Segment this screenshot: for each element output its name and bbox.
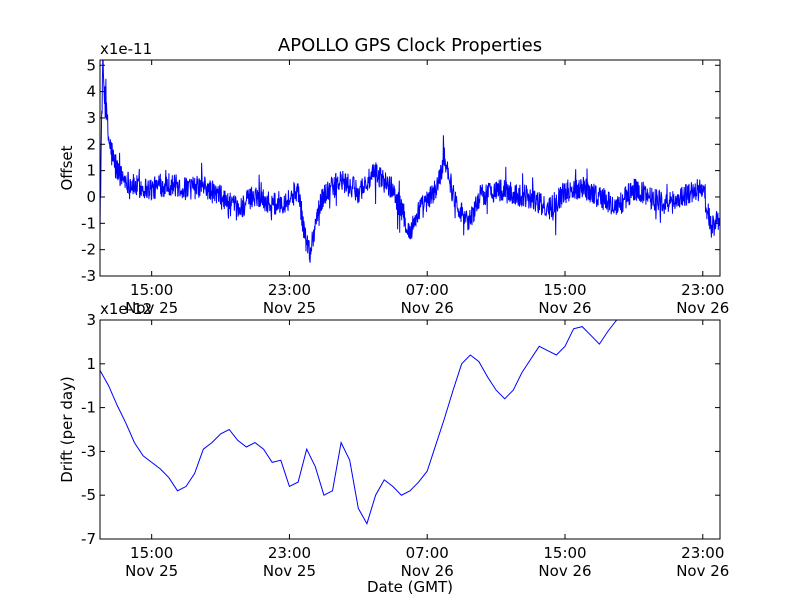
x-tick-label-time: 23:00 bbox=[681, 544, 724, 562]
drift-panel-exponent-label: x1e-12 bbox=[100, 300, 152, 318]
drift-panel-x-axis-label: Date (GMT) bbox=[367, 578, 453, 596]
x-tick-label-date: Nov 25 bbox=[125, 299, 178, 317]
x-tick-label-time: 23:00 bbox=[681, 281, 724, 299]
x-tick-label-date: Nov 25 bbox=[125, 562, 178, 580]
drift-panel-line bbox=[100, 320, 618, 525]
x-tick-label-time: 23:00 bbox=[268, 544, 311, 562]
x-tick-label-date: Nov 25 bbox=[263, 562, 316, 580]
y-tick-label: -2 bbox=[81, 241, 96, 259]
offset-panel-frame bbox=[99, 59, 721, 277]
y-tick-label: 4 bbox=[86, 83, 96, 101]
x-tick-label-time: 15:00 bbox=[543, 544, 586, 562]
drift-panel-y-axis-label: Drift (per day) bbox=[58, 376, 76, 483]
y-tick-label: -3 bbox=[81, 267, 96, 285]
drift-panel-frame bbox=[99, 319, 721, 540]
offset-panel-y-axis-label: Offset bbox=[58, 145, 76, 190]
x-tick-label-time: 07:00 bbox=[406, 544, 449, 562]
y-tick-label: -1 bbox=[81, 399, 96, 417]
y-tick-label: -3 bbox=[81, 442, 96, 460]
x-tick-label-date: Nov 25 bbox=[263, 299, 316, 317]
x-tick-label-date: Nov 26 bbox=[401, 299, 454, 317]
x-tick-label-date: Nov 26 bbox=[676, 562, 729, 580]
offset-panel-line bbox=[100, 60, 720, 263]
y-tick-label: 1 bbox=[86, 162, 96, 180]
y-tick-label: 3 bbox=[86, 311, 96, 329]
y-tick-label: -1 bbox=[81, 214, 96, 232]
x-tick-label-time: 15:00 bbox=[130, 281, 173, 299]
x-tick-label-time: 15:00 bbox=[130, 544, 173, 562]
y-tick-label: 5 bbox=[86, 56, 96, 74]
x-tick-label-date: Nov 26 bbox=[676, 299, 729, 317]
chart-title: APOLLO GPS Clock Properties bbox=[278, 35, 542, 56]
x-tick-label-time: 15:00 bbox=[543, 281, 586, 299]
x-tick-label-time: 23:00 bbox=[268, 281, 311, 299]
y-tick-label: -7 bbox=[81, 530, 96, 548]
y-tick-label: 1 bbox=[86, 355, 96, 373]
x-tick-label-date: Nov 26 bbox=[538, 299, 591, 317]
y-tick-label: 3 bbox=[86, 109, 96, 127]
y-tick-label: 2 bbox=[86, 135, 96, 153]
offset-panel-exponent-label: x1e-11 bbox=[100, 40, 152, 58]
y-tick-label: -5 bbox=[81, 486, 96, 504]
x-tick-label-date: Nov 26 bbox=[401, 562, 454, 580]
y-tick-label: 0 bbox=[86, 188, 96, 206]
x-tick-label-date: Nov 26 bbox=[538, 562, 591, 580]
x-tick-label-time: 07:00 bbox=[406, 281, 449, 299]
